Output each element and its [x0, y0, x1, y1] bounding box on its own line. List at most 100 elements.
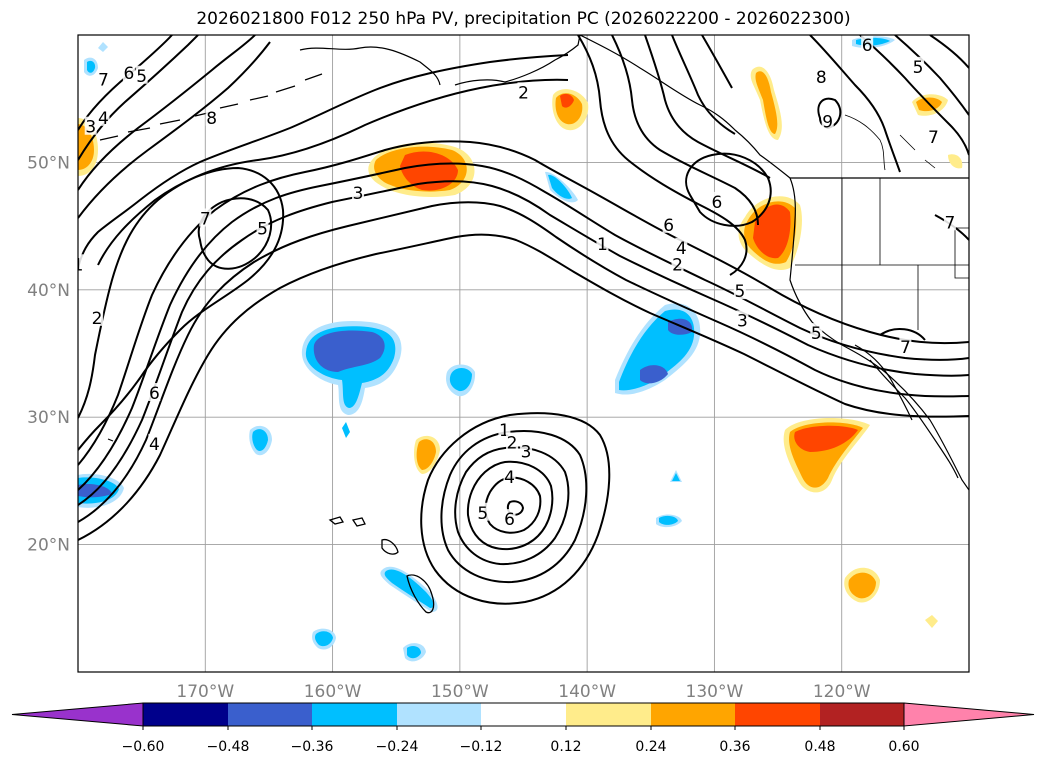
precip-positive-nw-coast-core: [753, 204, 791, 259]
pv-contour-6-low: [506, 500, 525, 516]
precip-positive-small: [925, 615, 938, 628]
precip-negative-south: [407, 645, 421, 659]
contour-label-bg: [810, 323, 823, 342]
precip-negative-bc-coast: [548, 174, 572, 199]
precip-positive-alaska-south-core: [560, 93, 574, 108]
lon-tick-label: 150°W: [431, 682, 489, 702]
pv-contour-1-low: [420, 412, 611, 605]
contour-label: 5: [811, 324, 822, 344]
contour-label: 9: [822, 113, 833, 133]
precip-positive-canada-strip: [755, 71, 778, 134]
island-midway: [107, 438, 114, 442]
contour-label-bg: [91, 307, 104, 326]
pv-contour-3-low: [454, 446, 570, 566]
lon-tick-label: 170°W: [176, 682, 234, 702]
precip-negative-small-hawaii: [449, 368, 472, 392]
contour-label: 3: [521, 443, 532, 463]
contour-label-bg: [899, 337, 912, 356]
contour-label: 7: [944, 213, 955, 233]
pv-contour-north-central: [577, 35, 771, 276]
map-background: [78, 35, 969, 672]
colorbar-tick-label: −0.24: [376, 739, 419, 755]
contour-label: 5: [136, 67, 147, 87]
pv-contour-7-southeast: [879, 328, 926, 341]
colorbar-bin: [820, 703, 904, 726]
colorbar-bin: [481, 703, 566, 726]
contour-label-bg: [148, 382, 161, 401]
contour-label: 2: [518, 83, 529, 103]
pv-contour-7-closed-west: [197, 197, 273, 270]
coastline-mexico: [869, 359, 959, 479]
colorbar: −0.60 −0.48 −0.36 −0.24 −0.12 0.12 0.24 0.36 0.4…: [11, 702, 1035, 755]
contour-label: 4: [676, 239, 687, 259]
pv-contour-7-jet: [78, 233, 969, 541]
contour-label: 6: [663, 216, 674, 236]
contour-label-bg: [506, 432, 519, 451]
precip-negative-small: [252, 429, 268, 451]
contour-label: 5: [734, 282, 745, 302]
contour-label-bg: [78, 254, 84, 273]
contour-label-bg: [476, 502, 489, 521]
precip-negative-east: [659, 515, 678, 525]
contour-label-bg: [148, 433, 161, 452]
contour-label: 6: [712, 193, 723, 213]
contour-label-bg: [815, 67, 828, 86]
contour-label-bg: [205, 107, 218, 126]
contour-label: 4: [98, 109, 109, 129]
contour-label-bg: [520, 441, 533, 460]
pv-contour-4-jet: [78, 162, 969, 491]
precip-positive-central: [416, 439, 436, 470]
coastlines: [99, 35, 969, 614]
precip-negative-east: [672, 473, 680, 481]
colorbar-outline: [142, 702, 905, 727]
colorbar-tick-label: −0.12: [460, 739, 503, 755]
chart-title: 2026021800 F012 250 hPa PV, precipitatio…: [196, 9, 851, 29]
contour-label: 4: [504, 468, 515, 488]
colorbar-bin: [651, 703, 735, 726]
colorbar-tick-label: 0.24: [635, 739, 666, 755]
pv-contour-upper-left: [78, 35, 271, 219]
colorbar-bin: [397, 703, 481, 726]
contour-label-bg: [733, 281, 746, 300]
precip-positive-southeast: [848, 572, 876, 599]
precip-negative-south: [315, 631, 333, 647]
lat-tick-label: 30°N: [27, 408, 70, 428]
contour-label: 2: [507, 434, 518, 454]
contour-label: 8: [816, 68, 827, 88]
contour-label-bg: [710, 191, 723, 210]
colorbar-tick-label: −0.60: [122, 739, 165, 755]
colorbar-tick-label: 0.60: [888, 739, 919, 755]
pv-contour-6-closed-coast: [685, 152, 772, 227]
contour-label-bg: [662, 214, 675, 233]
contour-label-bg: [736, 310, 749, 329]
coastline-baja: [854, 344, 913, 421]
contour-label: 6: [862, 36, 873, 56]
contour-label-bg: [912, 56, 925, 75]
pv-contour-5-jet: [78, 180, 969, 506]
pv-contour-1-jet: [78, 54, 569, 269]
pv-contour-5-low: [484, 476, 542, 534]
contour-label: 2: [672, 255, 683, 275]
contour-label-bg: [927, 126, 940, 145]
contour-label: 7: [928, 128, 939, 148]
lon-tick-label: 160°W: [304, 682, 362, 702]
border-states: [795, 178, 969, 340]
contour-label-bg: [256, 218, 269, 237]
colorbar-bin: [566, 703, 651, 726]
colorbar-tick-label: −0.36: [291, 739, 334, 755]
precip-negative-small: [342, 422, 350, 438]
precip-negative-central-east-core: [640, 365, 668, 384]
precip-positive-subtropic-core: [794, 425, 858, 452]
island-hawaii: [328, 516, 435, 614]
contour-label: 3: [353, 184, 364, 204]
colorbar-bin: [735, 703, 820, 726]
contour-label: 1: [73, 255, 84, 275]
contour-label-bg: [517, 82, 530, 101]
precip-negative-south: [384, 569, 434, 608]
contour-label: 3: [737, 311, 748, 331]
contour-label: 3: [85, 118, 96, 138]
precip-negative-tiny: [98, 42, 108, 52]
pv-contour-2-low: [440, 430, 588, 584]
contour-label: 6: [504, 510, 515, 530]
